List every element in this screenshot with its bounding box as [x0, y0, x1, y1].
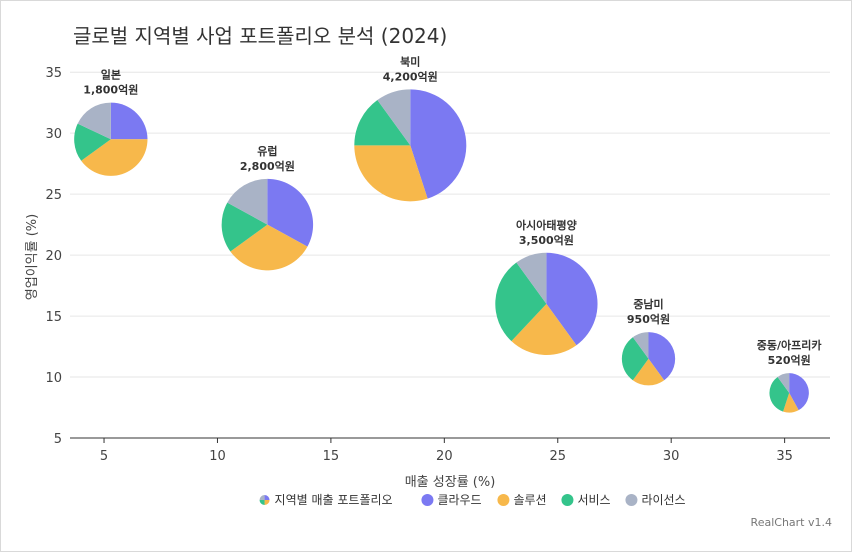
pie-slice-클라우드 [110, 102, 148, 140]
pie-slice-라이선스 [377, 89, 411, 146]
legend-swatch [561, 494, 574, 506]
pie-slice-솔루션 [783, 392, 799, 413]
x-tick-label: 25 [549, 449, 566, 464]
x-tick-label: 35 [776, 449, 793, 464]
bubble-중동/아프리카 [769, 373, 809, 413]
region-label: 아시아태평양 [516, 218, 577, 232]
bubble-아시아태평양 [495, 252, 598, 355]
pie-slice-서비스 [354, 100, 411, 146]
legend-swatch [625, 494, 638, 506]
bubble-북미 [354, 89, 467, 202]
legend-label: 지역별 매출 포트폴리오 [275, 493, 393, 507]
legend-pie-slice [264, 500, 270, 505]
legend-pie-slice [259, 500, 265, 505]
region-label: 일본 [101, 68, 121, 82]
legend-swatch [421, 494, 434, 506]
credit-label: RealChart v1.4 [750, 516, 832, 529]
x-tick-label: 20 [436, 449, 453, 464]
chart-title: 글로벌 지역별 사업 포트폴리오 분석 (2024) [73, 24, 448, 48]
y-tick-label: 35 [45, 66, 62, 81]
revenue-label: 3,500억원 [519, 233, 574, 247]
y-tick-label: 10 [45, 371, 62, 386]
y-tick-label: 20 [45, 249, 62, 264]
pie-slice-클라우드 [546, 252, 598, 346]
pie-slice-서비스 [74, 123, 111, 161]
legend-label: 솔루션 [513, 493, 546, 507]
pie-slice-솔루션 [230, 224, 308, 271]
y-axis-label: 영업이익률 (%) [25, 214, 40, 300]
pie-slice-서비스 [495, 262, 547, 342]
revenue-label: 4,200억원 [383, 69, 438, 83]
pie-slice-클라우드 [410, 89, 467, 199]
pie-slice-라이선스 [77, 102, 111, 140]
revenue-label: 950억원 [627, 312, 670, 326]
pie-slice-클라우드 [648, 332, 676, 381]
legend-pie-slice [264, 495, 270, 500]
pie-slice-솔루션 [354, 145, 428, 202]
region-label: 유럽 [257, 144, 277, 158]
region-label: 중동/아프리카 [757, 338, 822, 352]
bubble-중남미 [621, 332, 676, 386]
region-label: 북미 [400, 54, 420, 68]
revenue-label: 2,800억원 [240, 159, 295, 173]
pie-slice-라이선스 [227, 178, 268, 225]
pie-slice-라이선스 [516, 252, 547, 304]
pie-slice-라이선스 [777, 373, 790, 393]
x-axis-label: 매출 성장률 (%) [405, 475, 496, 490]
legend-label: 서비스 [577, 493, 610, 507]
y-tick-label: 5 [54, 432, 62, 447]
legend-pie-icon [259, 495, 270, 505]
pie-slice-솔루션 [81, 139, 148, 176]
revenue-label: 1,800억원 [83, 83, 138, 97]
x-tick-label: 30 [663, 449, 680, 464]
pie-slice-라이선스 [632, 332, 649, 359]
pie-slice-솔루션 [632, 358, 665, 386]
legend-label: 라이선스 [641, 493, 685, 507]
bubble-일본 [74, 102, 148, 176]
bubble-유럽 [221, 178, 314, 271]
y-tick-label: 30 [45, 127, 62, 142]
revenue-label: 520억원 [768, 353, 811, 367]
pie-slice-서비스 [221, 202, 268, 252]
x-tick-label: 15 [323, 449, 340, 464]
x-tick-label: 5 [100, 449, 108, 464]
legend-label: 클라우드 [437, 493, 481, 507]
pie-slice-클라우드 [789, 373, 809, 411]
region-label: 중남미 [633, 297, 663, 311]
y-tick-label: 25 [45, 188, 62, 203]
pie-slice-솔루션 [511, 303, 577, 355]
x-tick-label: 10 [209, 449, 226, 464]
legend-swatch [497, 494, 510, 506]
pie-slice-서비스 [769, 376, 790, 412]
pie-slice-서비스 [621, 337, 649, 381]
legend-pie-slice [259, 495, 265, 500]
pie-slice-클라우드 [267, 178, 314, 247]
y-tick-label: 15 [45, 310, 62, 325]
